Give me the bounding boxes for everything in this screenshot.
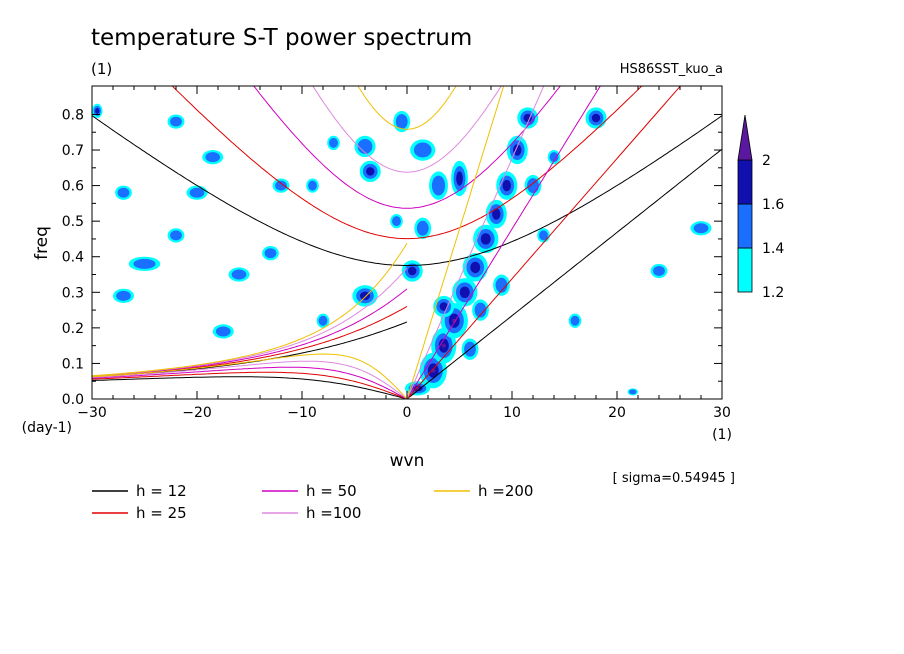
x-tick-label: 20: [608, 405, 626, 421]
spectrum-patch-29: [650, 263, 668, 279]
spectrum-patch-30: [690, 221, 712, 236]
y-tick-label: 0.5: [62, 214, 84, 230]
spectrum-patch-17: [410, 139, 436, 161]
colorbar-label: 1.4: [762, 241, 784, 257]
x-tick-label: −20: [182, 405, 212, 421]
mrg-curve-h25: [92, 305, 408, 378]
ig-curve-h12: [92, 115, 722, 266]
spectrum-patch-44: [327, 135, 340, 151]
colorbar-segment: [737, 203, 753, 249]
plot-frame: [91, 85, 723, 400]
y-axis-label: freq: [32, 226, 52, 260]
spectrum-patch-18: [393, 110, 411, 133]
spectrum-patch-47: [306, 178, 319, 193]
sigma-note: [ sigma=0.54945 ]: [613, 471, 735, 486]
kelvin-curve-h100: [406, 86, 545, 399]
spectrum-patch-24: [212, 324, 234, 339]
spectrum-patch-20: [585, 107, 607, 129]
chart-title: temperature S-T power spectrum: [91, 25, 472, 51]
spectrum-patch-41: [493, 274, 510, 296]
legend-label: h = 25: [136, 504, 187, 522]
spectrum-patch-40: [167, 228, 185, 243]
spectrum-patch-31: [115, 185, 132, 200]
spectrum-patch-8: [496, 171, 518, 200]
ig-curve-h25: [171, 86, 643, 240]
rossby-curve-h12: [92, 376, 408, 399]
y-tick-label: 0.4: [62, 250, 84, 266]
kelvin-curve-h50: [406, 86, 601, 399]
spectrum-patch-26: [186, 185, 208, 200]
spectrum-patch-23: [228, 267, 250, 282]
spectrum-patches: [92, 103, 712, 396]
legend-label: h =200: [478, 482, 533, 500]
spectrum-patch-10: [451, 160, 468, 197]
ig-curve-h100: [312, 86, 502, 173]
spectrum-patch-16: [354, 135, 376, 158]
mrg-curve-h200: [92, 243, 408, 377]
spectrum-patch-39: [568, 313, 582, 328]
spectrum-patch-5: [462, 253, 488, 282]
spectrum-patch-37: [262, 246, 279, 261]
spectrum-patch-6: [473, 224, 499, 254]
y-tick-label: 0.6: [62, 179, 84, 195]
spectrum-patch-43: [547, 150, 561, 165]
colorbar: 1.2 1.4 1.6 2: [737, 114, 784, 301]
spectrum-patch-34: [472, 299, 489, 321]
legend-label: h = 50: [306, 482, 357, 500]
spectrum-patch-28: [167, 114, 185, 129]
spectrum-patch-11: [429, 171, 448, 200]
y-tick-label: 0.8: [62, 107, 84, 123]
spectrum-patch-15: [359, 160, 381, 183]
kelvin-curve-h200: [406, 86, 505, 399]
spectrum-patch-21: [202, 150, 224, 165]
rossby-curve-h25: [92, 371, 408, 399]
spectrum-patch-36: [390, 214, 403, 229]
colorbar-segment: [737, 247, 753, 293]
rossby-curve-h100: [92, 360, 408, 399]
y-tick-label: 0.1: [62, 356, 84, 372]
spectrum-patch-32: [92, 103, 103, 119]
spectrum-patch-45: [537, 228, 550, 243]
spectrum-patch-27: [272, 178, 290, 193]
kelvin-curve-h12: [406, 148, 722, 399]
legend: h = 12 h = 25 h = 50 h =100 h =200: [92, 482, 533, 522]
legend-label: h =100: [306, 504, 361, 522]
chart-subtitle-left: (1): [91, 60, 112, 78]
y-tick-label: 0.7: [62, 143, 84, 159]
chart-subtitle-right: HS86SST_kuo_a: [620, 62, 723, 77]
y-tick-label: 0.2: [62, 321, 84, 337]
colorbar-arrow: [737, 114, 753, 161]
ig-curve-h200: [357, 86, 457, 130]
y-unit-label: (day-1): [22, 420, 72, 436]
y-tick-label: 0.3: [62, 285, 84, 301]
rossby-curve-h50: [92, 366, 408, 399]
kelvin-curve-h25: [406, 86, 682, 399]
y-tick-label: 0.0: [62, 392, 84, 408]
spectrum-patch-33: [433, 295, 455, 318]
x-tick-label: 0: [403, 405, 412, 421]
legend-label: h = 12: [136, 482, 187, 500]
x-unit-label: (1): [712, 427, 732, 443]
ig-curve-h50: [253, 86, 561, 209]
rossby-curve-h200: [92, 353, 408, 399]
dispersion-curves: [92, 86, 722, 399]
x-tick-label: −30: [77, 405, 107, 421]
spectrum-patch-38: [627, 388, 638, 396]
spectrum-patch-4: [452, 278, 478, 307]
colorbar-label: 1.6: [762, 197, 784, 213]
x-tick-label: 30: [713, 405, 731, 421]
x-tick-label: −10: [287, 405, 317, 421]
x-axis-label: wvn: [390, 451, 425, 471]
axis-ticks: −30 −20 −10 0 10 20 30 0.0 0.1 0.2 0.3 0.4 0.5 0.6 0.7…: [62, 86, 731, 421]
spectrum-patch-25: [316, 313, 330, 328]
colorbar-segment: [737, 159, 753, 205]
spectrum-patch-22: [128, 256, 161, 271]
spectrum-patch-9: [506, 135, 528, 165]
colorbar-label: 2: [762, 153, 771, 169]
colorbar-label: 1.2: [762, 285, 784, 301]
x-tick-label: 10: [503, 405, 521, 421]
spectrum-patch-14: [414, 217, 432, 239]
spectrum-patch-46: [113, 288, 134, 303]
